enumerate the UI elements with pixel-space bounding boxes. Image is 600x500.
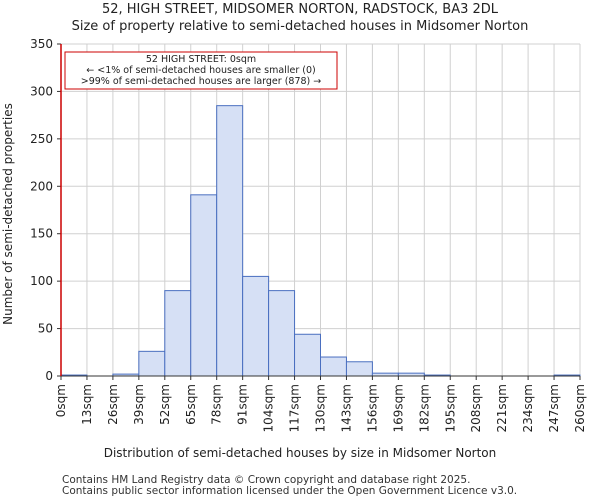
annotation-line-1: 52 HIGH STREET: 0sqm <box>146 54 256 65</box>
histogram-bar <box>164 290 192 377</box>
y-tick-label: 100 <box>30 274 53 288</box>
x-tick-label: 39sqm <box>132 384 146 425</box>
y-tick-label: 0 <box>45 369 53 383</box>
x-tick-label: 156sqm <box>365 384 379 432</box>
footer-line-1: Contains HM Land Registry data © Crown c… <box>62 474 471 486</box>
x-tick-label: 130sqm <box>314 384 328 432</box>
x-tick-label: 208sqm <box>469 384 483 432</box>
x-tick-label: 182sqm <box>417 384 431 432</box>
y-tick-label: 350 <box>30 37 53 51</box>
histogram-bar <box>320 356 347 377</box>
x-tick-label: 221sqm <box>495 384 509 432</box>
x-tick-label: 0sqm <box>54 384 68 417</box>
y-tick-label: 150 <box>30 227 53 241</box>
annotation-line-2: ← <1% of semi-detached houses are smalle… <box>86 65 315 76</box>
x-axis-label: Distribution of semi-detached houses by … <box>104 446 497 460</box>
x-tick-label: 104sqm <box>262 384 276 432</box>
x-tick-label: 65sqm <box>184 384 198 425</box>
x-tick-label: 78sqm <box>210 384 224 425</box>
x-tick-label: 234sqm <box>521 384 535 432</box>
y-tick-label: 50 <box>38 322 53 336</box>
x-tick-label: 247sqm <box>547 384 561 432</box>
annotation-line-3: >99% of semi-detached houses are larger … <box>81 76 322 87</box>
y-tick-label: 300 <box>30 84 53 98</box>
histogram-bar <box>345 361 373 377</box>
histogram-bar <box>190 194 218 377</box>
x-tick-label: 13sqm <box>80 384 94 425</box>
histogram-bar <box>216 105 244 377</box>
annotation-box <box>64 51 338 90</box>
chart-title: 52, HIGH STREET, MIDSOMER NORTON, RADSTO… <box>101 2 499 17</box>
x-tick-label: 169sqm <box>391 384 405 432</box>
y-axis-label: Number of semi-detached properties <box>1 103 15 325</box>
y-tick-label: 250 <box>30 132 53 146</box>
x-tick-label: 143sqm <box>339 384 353 432</box>
x-tick-label: 91sqm <box>236 384 250 425</box>
histogram-bar <box>294 333 321 377</box>
chart-subtitle: Size of property relative to semi-detach… <box>71 19 529 34</box>
x-tick-label: 260sqm <box>573 384 587 432</box>
histogram-bar <box>242 275 270 377</box>
x-tick-label: 117sqm <box>288 384 302 432</box>
histogram-bar <box>268 290 296 377</box>
x-tick-label: 52sqm <box>158 384 172 425</box>
histogram-bar <box>138 350 166 377</box>
footer-line-2: Contains public sector information licen… <box>62 485 518 497</box>
y-tick-label: 200 <box>30 179 53 193</box>
x-tick-label: 195sqm <box>443 384 457 432</box>
x-tick-label: 26sqm <box>106 384 120 425</box>
